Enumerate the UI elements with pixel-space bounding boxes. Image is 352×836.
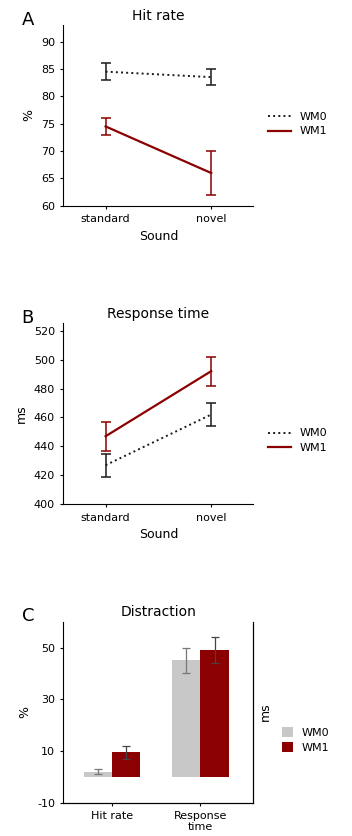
Y-axis label: %: % [18, 706, 31, 718]
Text: C: C [21, 607, 34, 625]
Y-axis label: ms: ms [15, 405, 28, 423]
Title: Distraction: Distraction [120, 605, 196, 619]
X-axis label: Sound: Sound [139, 230, 178, 242]
Text: A: A [21, 11, 34, 28]
Bar [200, 650, 229, 777]
Y-axis label: %: % [22, 110, 35, 121]
Legend: WM0, WM1: WM0, WM1 [269, 428, 327, 453]
Bar [112, 752, 140, 777]
Bar [84, 772, 112, 777]
Text: B: B [21, 309, 34, 327]
Title: Response time: Response time [107, 307, 209, 321]
Legend: WM0, WM1: WM0, WM1 [269, 112, 327, 136]
Legend: WM0, WM1: WM0, WM1 [282, 726, 329, 752]
Title: Hit rate: Hit rate [132, 8, 185, 23]
X-axis label: Sound: Sound [139, 528, 178, 541]
Bar [172, 660, 200, 777]
Y-axis label: ms: ms [259, 703, 272, 721]
